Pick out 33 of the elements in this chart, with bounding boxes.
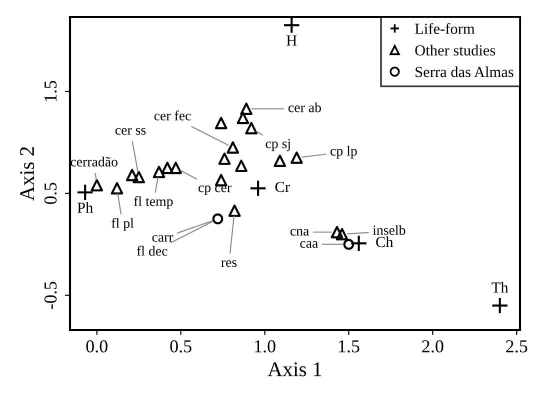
annotation: cer ab (288, 102, 321, 112)
data-label: Cr (275, 182, 290, 192)
annotation: fl pl (112, 218, 134, 231)
x-tick-label: 0.0 (86, 340, 108, 353)
y-tick-label: 0.5 (44, 182, 57, 204)
legend-label: Serra das Almas (416, 66, 514, 78)
annotation: cer ss (115, 128, 146, 135)
data-label: Ch (376, 236, 394, 248)
annotation: fl temp (134, 196, 173, 209)
x-tick-label: 0.5 (170, 340, 192, 353)
data-label: Ph (77, 202, 93, 213)
x-tick-label: 1.5 (339, 340, 360, 353)
x-tick-label: 1.0 (255, 340, 276, 353)
annotation: cer fec (154, 110, 191, 120)
legend-label: Other studies (415, 44, 496, 56)
annotation: cp sj (266, 138, 290, 152)
annotation: cerradão (70, 156, 118, 166)
annotation: fl dec (136, 246, 168, 256)
y-tick-label: -0.5 (44, 282, 57, 309)
y-tick-label: 1.5 (44, 80, 57, 102)
annotation: caa (300, 241, 318, 248)
annotation: res (221, 260, 237, 267)
legend-label: Life-form (415, 23, 475, 34)
annotation: inselb (372, 225, 406, 235)
x-axis-title: Axis 1 (268, 362, 322, 376)
annotation: cp lp (330, 146, 357, 158)
data-label: H (286, 35, 297, 46)
data-label: Th (492, 282, 508, 293)
annotation: cna (290, 228, 310, 236)
annotation: carr (152, 235, 174, 242)
x-tick-label: 2.5 (506, 340, 528, 353)
y-axis-title: Axis 2 (20, 147, 34, 201)
x-tick-label: 2.0 (422, 340, 444, 353)
